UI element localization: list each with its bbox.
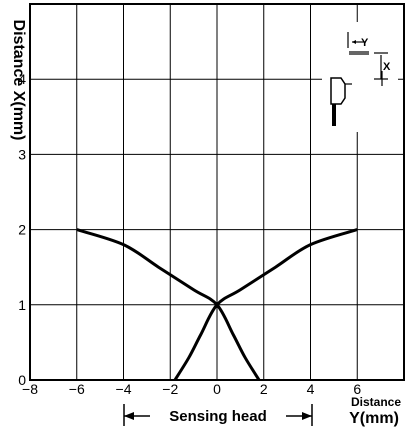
- series-line-2: [173, 228, 358, 381]
- y-tick-label: 1: [18, 297, 26, 313]
- inset-y-label: Y: [361, 37, 369, 49]
- x-tick-label: 2: [260, 381, 268, 397]
- sensor-inset: Y X: [322, 22, 398, 132]
- y-axis-title: Distance X(mm): [10, 20, 27, 141]
- x-tick-label: −2: [162, 381, 178, 397]
- tick-labels: −8 −6 −4 −2 0 2 4 6 0 1 2 3 4: [18, 71, 361, 397]
- x-axis-title-top: Distance: [351, 395, 401, 409]
- y-tick-label: 4: [18, 71, 26, 87]
- x-tick-label: −4: [116, 381, 132, 397]
- x-tick-label: −6: [69, 381, 85, 397]
- plot-frame: [29, 3, 405, 381]
- x-tick-label: −8: [22, 381, 38, 397]
- x-axis-title-bottom: Y(mm): [349, 410, 399, 427]
- sensing-head-span: Sensing head: [123, 404, 313, 426]
- curves: [76, 228, 358, 381]
- x-tick-label: 4: [307, 381, 315, 397]
- y-tick-label: 2: [18, 222, 26, 238]
- x-tick-label: 0: [213, 381, 221, 397]
- sensing-head-caption: Sensing head: [169, 408, 267, 425]
- y-tick-label: 3: [18, 146, 26, 162]
- y-tick-label: 0: [18, 372, 26, 388]
- series-line-1: [76, 228, 261, 381]
- inset-x-label: X: [383, 61, 391, 73]
- x-tick-label: 6: [353, 381, 361, 397]
